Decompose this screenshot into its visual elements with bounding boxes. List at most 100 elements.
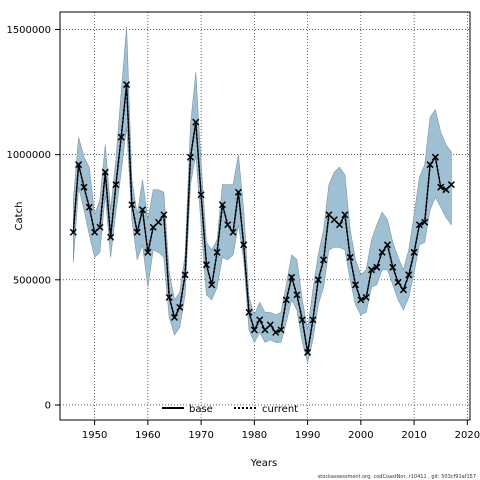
catch-point-marker xyxy=(218,201,226,209)
series-lines xyxy=(72,84,452,353)
confidence-band-area xyxy=(73,26,452,363)
catch-point-marker xyxy=(234,188,242,196)
catch-point-marker xyxy=(208,281,216,289)
catch-point-marker xyxy=(261,326,269,334)
catch-point-marker xyxy=(298,316,306,324)
grid-lines xyxy=(60,12,470,420)
x-axis-title: Years xyxy=(250,458,277,469)
catch-point-marker xyxy=(128,201,136,209)
catch-point-marker xyxy=(277,326,285,334)
catch-point-marker xyxy=(357,296,365,304)
catch-point-marker xyxy=(437,183,445,191)
catch-point-marker xyxy=(181,271,189,279)
x-tick-label: 1960 xyxy=(135,430,160,441)
catch-point-marker xyxy=(192,118,200,126)
y-axis-title: Catch xyxy=(14,202,25,231)
y-tick-label: 0 xyxy=(45,400,51,411)
catch-point-marker xyxy=(240,241,248,249)
catch-point-marker xyxy=(341,211,349,219)
x-tick-label: 2010 xyxy=(401,430,426,441)
catch-point-marker xyxy=(314,276,322,284)
catch-point-marker xyxy=(176,303,184,311)
confidence-band xyxy=(73,26,452,363)
catch-point-marker xyxy=(282,296,290,304)
catch-point-marker xyxy=(107,233,115,241)
catch-point-marker xyxy=(154,218,163,226)
catch-point-marker xyxy=(96,223,104,231)
catch-point-marker xyxy=(394,278,402,286)
catch-point-marker xyxy=(288,273,296,281)
catch-point-marker xyxy=(304,348,312,356)
x-tick-label: 1950 xyxy=(82,430,107,441)
catch-point-marker xyxy=(442,186,450,194)
catch-point-marker xyxy=(351,281,360,289)
catch-point-marker xyxy=(399,286,407,294)
plot-frame xyxy=(59,11,471,421)
catch-point-marker xyxy=(410,248,418,256)
y-tick-label: 500000 xyxy=(13,275,51,286)
catch-point-marker xyxy=(165,293,173,301)
catch-point-marker xyxy=(133,228,141,236)
catch-point-marker xyxy=(80,183,88,191)
x-tick-label: 1970 xyxy=(188,430,213,441)
x-tick-label: 2020 xyxy=(455,430,480,441)
catch-point-marker xyxy=(293,291,301,299)
catch-point-marker xyxy=(378,248,386,256)
catch-point-marker xyxy=(85,203,93,211)
catch-point-marker xyxy=(447,181,455,189)
catch-point-marker xyxy=(250,326,258,334)
catch-point-marker xyxy=(325,211,333,219)
catch-point-marker xyxy=(256,316,264,324)
catch-point-marker xyxy=(272,328,280,336)
catch-point-marker xyxy=(213,248,221,256)
catch-point-marker xyxy=(229,228,237,236)
catch-point-marker xyxy=(415,221,423,229)
catch-point-marker xyxy=(75,161,83,169)
catch-point-marker xyxy=(224,221,232,229)
catch-point-marker xyxy=(320,256,328,264)
catch-point-marker xyxy=(91,228,99,236)
catch-point-marker xyxy=(101,168,109,176)
y-axis: 0 500000 1000000 1500000 xyxy=(6,25,60,411)
catch-point-marker xyxy=(117,133,125,141)
legend-current-label: current xyxy=(262,404,298,415)
catch-point-marker xyxy=(426,161,434,169)
catch-point-marker xyxy=(170,313,179,321)
series-line-base xyxy=(72,84,452,353)
catch-point-marker xyxy=(421,218,429,226)
catch-point-marker xyxy=(362,293,370,301)
y-tick-label: 1000000 xyxy=(6,150,51,161)
catch-point-marker xyxy=(431,153,439,161)
catch-point-marker xyxy=(266,321,274,329)
x-tick-label: 1980 xyxy=(242,430,267,441)
catch-point-marker xyxy=(202,261,210,269)
catch-markers xyxy=(69,81,455,356)
catch-point-marker xyxy=(346,253,354,261)
catch-point-marker xyxy=(144,248,152,256)
catch-point-marker xyxy=(330,216,338,224)
catch-point-marker xyxy=(336,221,344,229)
catch-point-marker xyxy=(112,181,120,189)
x-tick-label: 1990 xyxy=(295,430,320,441)
x-tick-label: 2000 xyxy=(348,430,373,441)
catch-point-marker xyxy=(123,81,131,89)
catch-point-marker xyxy=(405,271,413,279)
catch-point-marker xyxy=(309,316,317,324)
catch-point-marker xyxy=(373,263,381,271)
legend-base-label: base xyxy=(189,404,213,415)
catch-point-marker xyxy=(245,308,253,316)
catch-point-marker xyxy=(197,191,205,199)
catch-point-marker xyxy=(160,211,168,219)
catch-point-marker xyxy=(383,241,391,249)
catch-point-marker xyxy=(367,266,376,274)
x-axis: 1950 1960 1970 1980 1990 2000 2010 2020 xyxy=(82,420,480,441)
catch-point-marker xyxy=(389,263,397,271)
legend: base current xyxy=(162,404,298,415)
y-tick-label: 1500000 xyxy=(6,25,51,36)
catch-point-marker xyxy=(186,153,194,161)
catch-point-marker xyxy=(69,228,77,236)
catch-point-marker xyxy=(139,206,147,214)
catch-point-marker xyxy=(149,223,157,231)
footer-text: stockassessment.org, codCoastNor, r10411… xyxy=(318,474,476,480)
